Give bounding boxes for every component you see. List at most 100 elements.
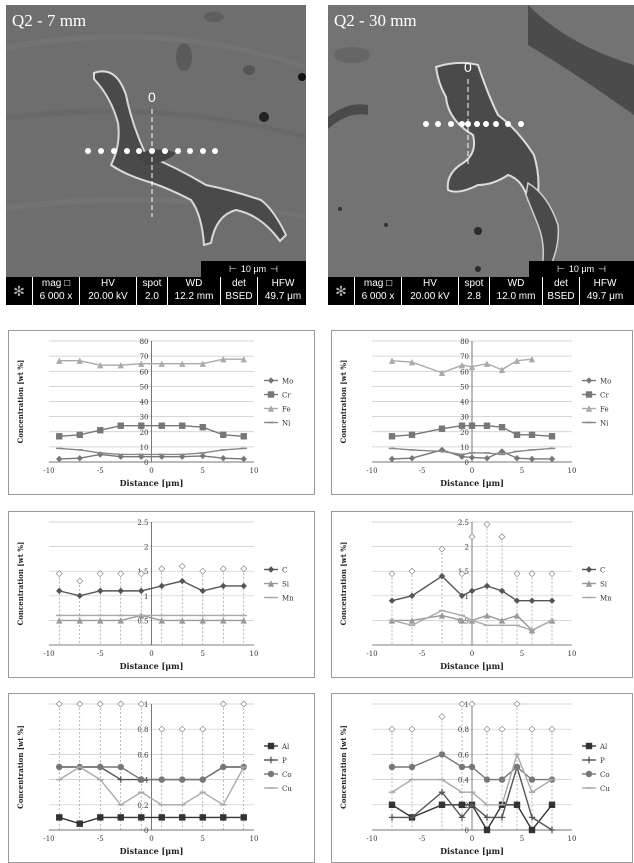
y-tick-label: 30 [460,414,469,422]
data-point-co [388,763,396,771]
data-point-mo [513,455,521,462]
legend-marker [267,770,275,778]
error-bar-cap [76,700,84,708]
data-point-cr [438,425,446,432]
data-point-cr [76,431,83,438]
data-point-c [56,587,63,595]
error-bar-cap [240,565,248,573]
data-point-cr [179,422,186,429]
data-point-c [117,587,124,595]
x-tick-label: -10 [43,835,54,843]
info-cell: HFW 49.7 μm [257,277,306,305]
y-tick-label: 40 [140,399,149,407]
error-bar-cap [438,713,446,721]
data-point-si [498,617,506,624]
error-bar-cap [438,545,446,553]
y-tick-label: 0.5 [137,617,148,625]
data-point-p [528,814,536,821]
data-point-al [240,814,247,821]
sem-info-bar-right: ✻ mag □ 6 000 x HV 20.00 kV spot 2.8 WD 12.0… [328,277,634,305]
legend-marker [267,756,275,764]
error-bar-cap [468,700,476,708]
legend-label: Ni [282,420,291,428]
data-point-mo [158,453,165,460]
error-bar-cap [219,700,227,708]
data-point-mo [56,455,63,463]
x-tick-label: -5 [97,650,104,658]
series-line-ni [391,447,553,456]
legend-marker [267,405,275,412]
data-point-fe [483,360,491,367]
legend-label: P [600,757,605,765]
legend-marker [585,770,593,778]
info-cell: mag □ 6 000 x [32,277,79,305]
data-point-c [97,587,104,595]
legend-label: Al [281,743,290,751]
data-point-al [179,814,186,821]
legend-label: Si [600,581,608,589]
data-point-cr [117,422,124,429]
series-line-mo [59,453,244,460]
sem-image-left: Q2 - 7 mm 0 ⊢ 10 μm ⊣ ✻ mag □ 6 000 x HV 2… [6,5,306,305]
data-point-si [117,617,124,624]
x-tick-label: 0 [149,650,153,658]
data-point-si [97,617,104,624]
data-point-p [117,776,124,783]
data-point-co [220,763,227,771]
error-bar-cap [240,700,248,708]
data-point-fe [158,360,165,367]
x-tick-label: 0 [149,467,153,475]
data-point-al [528,826,536,834]
data-point-p [438,789,446,796]
error-bar-cap [158,565,166,573]
data-point-co [513,763,521,771]
data-point-mo [548,455,556,463]
legend-label: Al [599,743,608,751]
data-point-cr [56,433,63,440]
legend-label: Fe [282,406,291,414]
data-point-co [97,763,104,771]
scale-label-right: 10 μm [568,264,595,274]
y-tick-label: 0 [465,459,469,467]
legend-marker [267,377,275,384]
y-tick-label: 2.5 [137,519,148,527]
x-tick-label: 5 [520,650,524,658]
y-tick-label: 0.6 [137,751,149,759]
data-point-cr [458,422,466,429]
data-point-fe [179,360,186,367]
error-bar-cap [55,570,63,578]
data-point-c [388,597,396,604]
data-point-al [483,826,491,834]
legend-marker [585,580,593,587]
data-point-al [438,801,446,808]
info-cell: spot 2.8 [458,277,489,305]
x-tick-label: -10 [366,650,377,658]
series-line-al [59,816,244,825]
legend-label: Mo [282,378,293,386]
data-point-c [76,592,83,599]
y-axis-label: Concentration [wt %] [339,725,348,809]
x-tick-label: -5 [419,835,426,843]
data-point-al [56,814,63,821]
data-point-co [438,751,446,758]
data-point-mo [438,446,446,454]
micrograph-right [328,5,634,277]
series-line-al [391,804,553,832]
info-cell: mag □ 6 000 x [354,277,401,305]
data-point-al [76,820,83,827]
data-point-cr [513,431,521,438]
y-tick-label: 0.2 [137,802,148,810]
data-point-cr [138,422,145,429]
error-bar-cap [117,570,125,578]
error-bar-cap [408,567,416,575]
y-tick-label: 0.8 [458,726,469,734]
data-point-mo [220,455,227,462]
data-point-co [528,776,536,783]
x-axis-label: Distance [μm] [440,661,504,671]
data-point-mo [138,453,145,460]
data-point-cr [468,422,476,429]
data-point-si [56,617,63,624]
error-bar-cap [96,570,104,578]
